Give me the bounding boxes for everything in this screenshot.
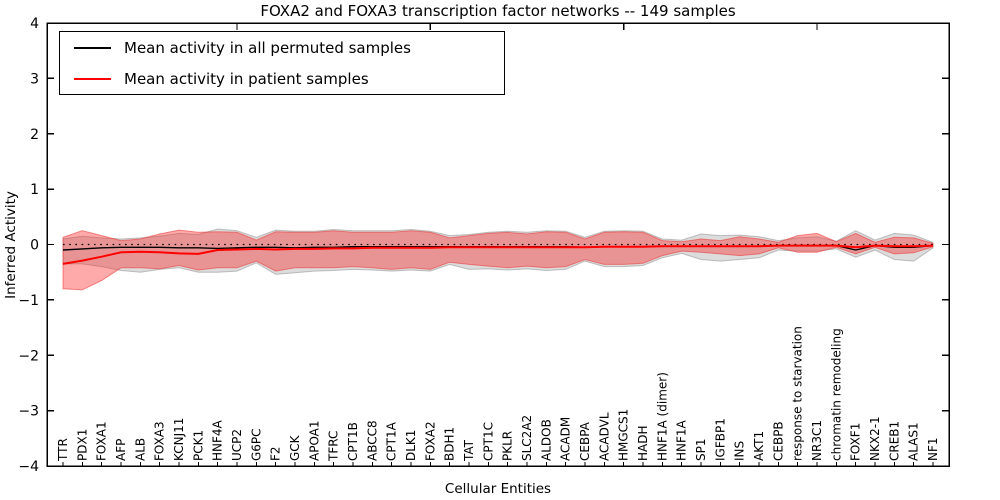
x-tick-label: KCNJ11	[172, 418, 186, 461]
x-tick-label: PKLR	[501, 431, 515, 461]
x-tick-label: ACADVL	[597, 412, 611, 461]
permuted-line-sample-icon	[74, 46, 111, 49]
x-tick-label: FOXA2	[423, 421, 437, 461]
x-tick-label: SP1	[694, 439, 708, 462]
x-tick-label: FOXA1	[95, 421, 109, 461]
y-tick-label: −2	[18, 348, 39, 364]
patient-band	[62, 229, 934, 291]
x-tick-label: CPT1C	[481, 422, 495, 461]
x-tick-label: CPT1A	[385, 421, 399, 461]
y-tick-label: 3	[30, 71, 39, 87]
x-tick-label: FOXF1	[849, 423, 863, 461]
patient-mean-line	[62, 244, 934, 265]
x-tick-label: BDH1	[443, 427, 457, 461]
y-tick-label: 0	[30, 238, 39, 254]
x-tick-label: ALB	[133, 438, 147, 461]
x-tick-label: TFRC	[327, 431, 341, 462]
x-tick-label: DLK1	[404, 430, 418, 461]
x-tick-label: HNF1A (dimer)	[655, 372, 669, 461]
x-tick-label: UCP2	[230, 429, 244, 461]
x-tick-label: CREB1	[887, 421, 901, 461]
x-tick-label: CEBPB	[771, 421, 785, 461]
y-axis-label: Inferred Activity	[3, 191, 19, 299]
x-tick-label: FOXA3	[153, 421, 167, 461]
x-tick-label: ABCC8	[365, 420, 379, 461]
y-tick-label: −3	[18, 404, 39, 420]
x-tick-label: NR3C1	[810, 420, 824, 461]
x-tick-label: PCK1	[191, 430, 205, 461]
x-tick-label: GCK	[288, 434, 302, 461]
x-tick-label: SLC2A2	[520, 415, 534, 461]
x-tick-label: AFP	[114, 439, 128, 461]
legend: Mean activity in all permuted samples Me…	[59, 31, 505, 95]
x-axis-label: Cellular Entities	[444, 481, 552, 497]
x-tick-label: HMGCS1	[617, 409, 631, 461]
x-tick-label: CPT1B	[346, 422, 360, 461]
x-tick-label: TTR	[56, 438, 70, 462]
x-tick-label: IGFBP1	[713, 418, 727, 461]
y-tick-label: −1	[18, 293, 39, 309]
x-tick-label: response to starvation	[791, 326, 805, 461]
x-tick-label: NKX2-1	[868, 416, 882, 461]
x-tick-label: AKT1	[752, 431, 766, 461]
x-tick-label: F2	[269, 446, 283, 461]
y-tick-label: −4	[18, 459, 39, 475]
x-tick-label: ALAS1	[907, 422, 921, 461]
x-tick-label: HNF4A	[211, 419, 225, 461]
x-tick-label: PDX1	[75, 429, 89, 461]
x-tick-label: HADH	[636, 426, 650, 462]
x-tick-label: ACADM	[559, 417, 573, 461]
y-tick-label: 2	[30, 127, 39, 143]
x-tick-label: chromatin remodeling	[829, 328, 843, 461]
chart-title: FOXA2 and FOXA3 transcription factor net…	[260, 2, 736, 20]
legend-item-patient: Mean activity in patient samples	[60, 64, 504, 94]
x-tick-label: NF1	[926, 437, 940, 461]
x-tick-label: CEBPA	[578, 421, 592, 461]
x-tick-label: TAT	[462, 439, 476, 462]
y-tick-label: 1	[30, 182, 39, 198]
x-tick-label: INS	[733, 441, 747, 461]
y-tick-label: 4	[30, 16, 39, 32]
x-tick-label: ALDOB	[539, 419, 553, 461]
legend-label-patient: Mean activity in patient samples	[124, 69, 369, 88]
patient-line-sample-icon	[74, 77, 111, 80]
legend-item-permuted: Mean activity in all permuted samples	[60, 33, 504, 63]
x-tick-label: APOA1	[307, 420, 321, 461]
x-tick-label: HNF1A	[675, 419, 689, 461]
x-tick-label: G6PC	[249, 428, 263, 461]
legend-label-permuted: Mean activity in all permuted samples	[124, 38, 411, 57]
